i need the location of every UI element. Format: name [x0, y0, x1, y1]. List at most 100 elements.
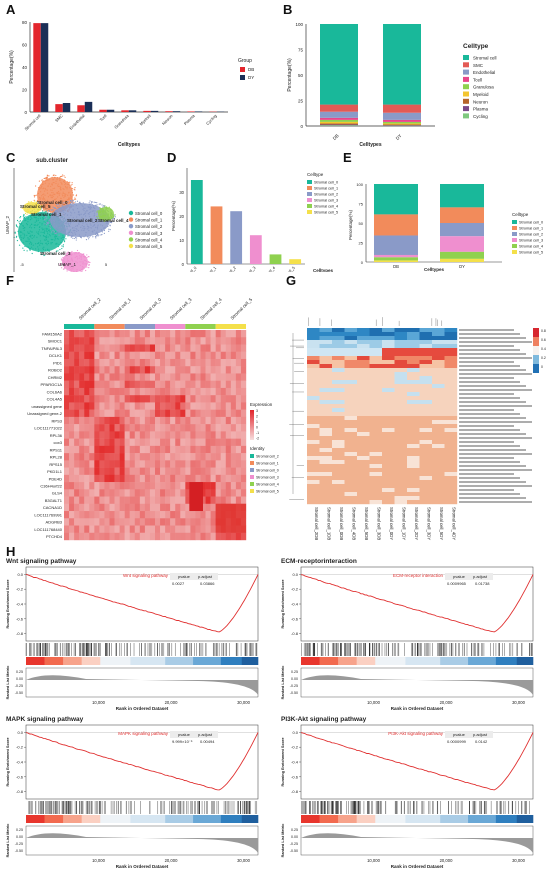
x-tick-label: 30,000 [237, 700, 250, 705]
heatmap-cell [195, 518, 201, 526]
heatmap-cell [180, 402, 186, 410]
heatmap-cell [144, 395, 151, 403]
heatmap-cell [230, 416, 237, 425]
heatmap-cell [432, 368, 445, 373]
heatmap-cell [407, 468, 420, 473]
heatmap-cell [235, 467, 242, 476]
umap-point [69, 181, 71, 183]
umap-point [16, 219, 19, 222]
heatmap-cell [119, 511, 125, 519]
heatmap-cell [235, 344, 242, 352]
umap-point [55, 198, 57, 200]
metric-y-tick: 0.00 [16, 677, 23, 681]
legend-swatch [307, 186, 312, 190]
umap-point [38, 244, 41, 246]
heatmap-cell [344, 372, 358, 377]
heatmap-cell [382, 404, 395, 409]
x-tick-label: 20,000 [165, 858, 178, 863]
column-label: Stromal cell_4DY [452, 507, 457, 540]
heatmap-cell [69, 366, 75, 374]
heatmap-cell [165, 431, 171, 439]
heatmap-cell [319, 332, 333, 337]
heatmap-cell [124, 358, 130, 367]
rank-color-band [440, 657, 469, 665]
heatmap-cell [190, 431, 196, 439]
heatmap-cell [175, 496, 181, 504]
group-band [215, 324, 246, 329]
heatmap-cell [190, 402, 196, 410]
heatmap-cell [230, 409, 237, 418]
umap-point [59, 202, 61, 205]
umap-point [70, 185, 72, 187]
heatmap-cell [180, 344, 186, 352]
metric-y-tick: 0.00 [16, 835, 23, 839]
heatmap-cell [357, 352, 370, 357]
stacked-bar-segment [374, 254, 418, 258]
heatmap-cell [144, 518, 151, 526]
umap-point [51, 197, 53, 199]
umap-point [93, 214, 96, 216]
heatmap-cell [119, 532, 125, 541]
legend-label: Neuron [473, 99, 488, 104]
umap-point [71, 264, 73, 266]
heatmap-cell [190, 511, 196, 519]
umap-point [69, 223, 71, 225]
expression-colorbar [250, 410, 254, 440]
pathway-label [459, 341, 532, 343]
heatmap-cell [89, 518, 95, 526]
heatmap-cell [432, 400, 445, 405]
umap-point [67, 265, 69, 268]
umap-point [27, 211, 30, 213]
umap-point [46, 220, 49, 222]
heatmap-cell [419, 336, 433, 341]
umap-point [50, 221, 52, 223]
heatmap-cell [307, 400, 320, 405]
umap-point [25, 219, 27, 221]
heatmap-cell [394, 460, 408, 465]
heatmap-cell [419, 384, 433, 389]
umap-point [81, 204, 83, 206]
umap-point [59, 248, 61, 251]
heatmap-cell [104, 373, 110, 381]
heatmap-cell [119, 366, 125, 374]
heatmap-cell [382, 336, 395, 341]
umap-point [64, 185, 67, 188]
umap-point [97, 225, 99, 227]
heatmap-cell [394, 432, 408, 437]
umap-point [60, 258, 63, 260]
heatmap-cell [419, 364, 433, 369]
umap-point [63, 259, 65, 262]
heatmap-cell [94, 416, 100, 425]
heatmap-cell [444, 488, 458, 493]
heatmap-cell [185, 460, 191, 468]
umap-point [96, 211, 98, 213]
heatmap-cell [139, 460, 146, 468]
heatmap-cell [134, 395, 141, 403]
umap-point [49, 228, 52, 230]
heatmap-cell [69, 344, 75, 352]
umap-point [74, 232, 76, 234]
x-tick-label: 30,000 [237, 858, 250, 863]
heatmap-cell [69, 358, 75, 367]
umap-point [46, 224, 48, 226]
heatmap-cell [357, 400, 370, 405]
umap-point [62, 261, 64, 263]
umap-point [110, 221, 113, 223]
heatmap-cell [444, 396, 458, 401]
heatmap-cell [235, 358, 242, 367]
umap-point [87, 225, 90, 228]
heatmap-cell [210, 380, 216, 389]
umap-point [57, 205, 59, 208]
heatmap-cell [432, 376, 445, 381]
heatmap-cell [432, 344, 445, 349]
enrichment-curve [300, 574, 534, 633]
umap-point [95, 237, 97, 239]
umap-point [72, 221, 75, 223]
heatmap-cell [432, 480, 445, 485]
umap-point [38, 226, 41, 228]
heatmap-cell [357, 384, 370, 389]
umap-point [52, 192, 54, 194]
heatmap-cell [74, 337, 80, 345]
umap-point [66, 218, 68, 220]
heatmap-cell [407, 456, 420, 461]
